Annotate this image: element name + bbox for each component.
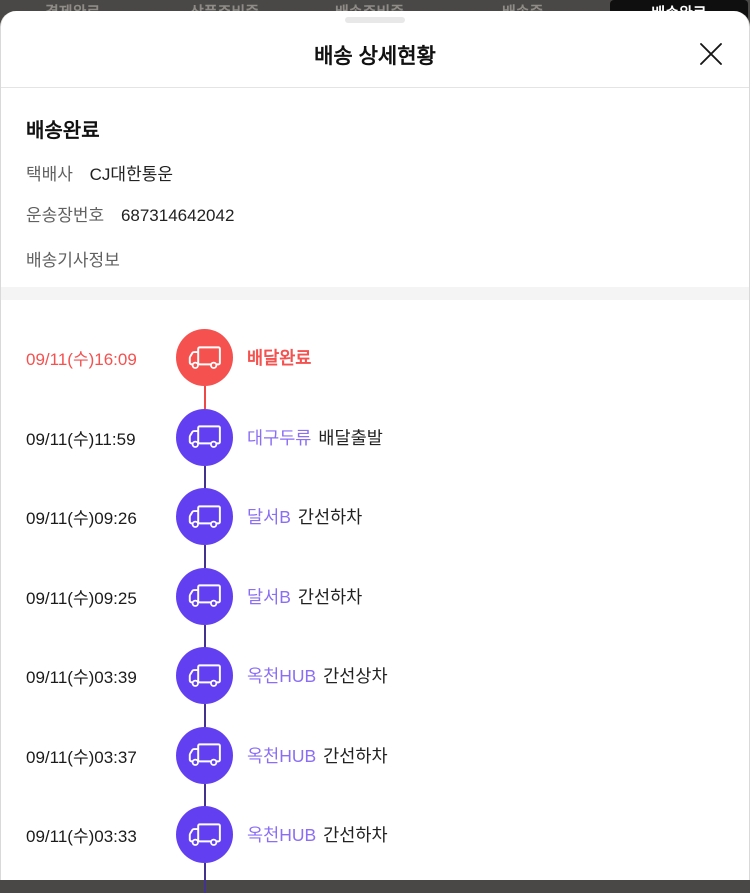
event-time: 09/11(수)09:25 — [26, 588, 137, 608]
timeline-connector — [203, 624, 206, 648]
tracking-number-value: 687314642042 — [120, 206, 235, 225]
event-icon-column — [176, 716, 233, 807]
tracking-number-row: 운송장번호 687314642042 — [26, 205, 724, 227]
timeline-connector — [203, 783, 206, 807]
tracking-number-label: 운송장번호 — [26, 206, 105, 225]
drag-handle[interactable] — [345, 17, 405, 23]
event-location: 옥천HUB — [247, 825, 317, 846]
event-time: 09/11(수)03:39 — [26, 668, 137, 688]
event-time: 09/11(수)03:33 — [26, 827, 137, 847]
timeline-connector — [203, 545, 206, 569]
driver-info-label[interactable]: 배송기사정보 — [26, 251, 120, 270]
truck-icon — [176, 647, 233, 705]
timeline-connector — [203, 863, 206, 893]
event-icon-column — [176, 795, 233, 893]
modal-header: 배송 상세현황 — [1, 23, 749, 88]
event-status: 간선하차 — [297, 507, 363, 528]
event-status: 간선하차 — [297, 586, 363, 607]
event-description: 옥천HUB 간선하차 — [247, 822, 388, 847]
timeline-event-row: 09/11(수)03:39 옥천HUB 간선상차 — [1, 636, 749, 728]
event-icon-column — [176, 557, 233, 648]
event-time: 09/11(수)09:26 — [26, 509, 137, 529]
event-icon-column — [176, 318, 233, 410]
timeline-connector — [203, 465, 206, 489]
event-description: 옥천HUB 간선상차 — [247, 663, 388, 688]
event-location: 옥천HUB — [247, 745, 317, 766]
tracking-timeline: 09/11(수)16:09 배달완료 — [1, 300, 749, 893]
timeline-event-row: 09/11(수)09:26 달서B 간선하차 — [1, 477, 749, 569]
event-status: 배달완료 — [247, 348, 312, 369]
truck-icon — [176, 329, 233, 387]
delivery-detail-modal: 배송 상세현황 배송완료 택배사 CJ대한통운 운송장번호 6873146420… — [0, 11, 750, 893]
close-button[interactable] — [697, 41, 725, 69]
event-time: 09/11(수)03:37 — [26, 747, 137, 767]
event-status: 배달출발 — [318, 427, 383, 448]
event-location: 대구두류 — [247, 427, 312, 448]
timeline-event-row: 09/11(수)11:59 대구두류 배달출발 — [1, 398, 749, 489]
timeline-event-row: 09/11(수)09:25 달서B 간선하차 — [1, 557, 749, 648]
shipment-status-title: 배송완료 — [26, 120, 100, 142]
event-icon-column — [176, 398, 233, 489]
section-divider — [1, 287, 749, 300]
event-time: 09/11(수)16:09 — [26, 350, 137, 370]
event-location: 옥천HUB — [247, 666, 317, 687]
event-description: 대구두류 배달출발 — [247, 425, 383, 450]
courier-value: CJ대한통운 — [89, 165, 173, 184]
timeline-event-row: 09/11(수)03:37 옥천HUB 간선하차 — [1, 716, 749, 807]
shipment-summary: 배송완료 택배사 CJ대한통운 운송장번호 687314642042 배송기사정… — [1, 88, 749, 287]
event-description: 배달완료 — [247, 345, 311, 370]
truck-icon — [176, 488, 233, 546]
close-icon — [698, 41, 724, 70]
event-description: 달서B 간선하차 — [247, 504, 362, 529]
event-status: 간선하차 — [323, 745, 388, 766]
courier-label: 택배사 — [26, 165, 73, 184]
event-location: 달서B — [247, 586, 291, 607]
event-description: 달서B 간선하차 — [247, 584, 362, 609]
event-location: 달서B — [247, 507, 291, 528]
event-time: 09/11(수)11:59 — [26, 429, 136, 449]
truck-icon — [176, 806, 233, 864]
event-status: 간선상차 — [323, 666, 388, 687]
event-icon-column — [176, 636, 233, 728]
modal-title: 배송 상세현황 — [314, 45, 436, 68]
event-description: 옥천HUB 간선하차 — [247, 743, 388, 768]
truck-icon — [176, 408, 233, 466]
truck-icon — [176, 726, 233, 784]
timeline-connector — [203, 704, 206, 728]
timeline-event-row: 09/11(수)16:09 배달완료 — [1, 318, 749, 410]
event-status: 간선하차 — [323, 825, 388, 846]
timeline-event-row: 09/11(수)03:33 옥천HUB 간선하차 — [1, 795, 749, 893]
event-icon-column — [176, 477, 233, 569]
timeline-connector — [203, 386, 206, 410]
courier-row: 택배사 CJ대한통운 — [26, 164, 724, 186]
truck-icon — [176, 567, 233, 625]
